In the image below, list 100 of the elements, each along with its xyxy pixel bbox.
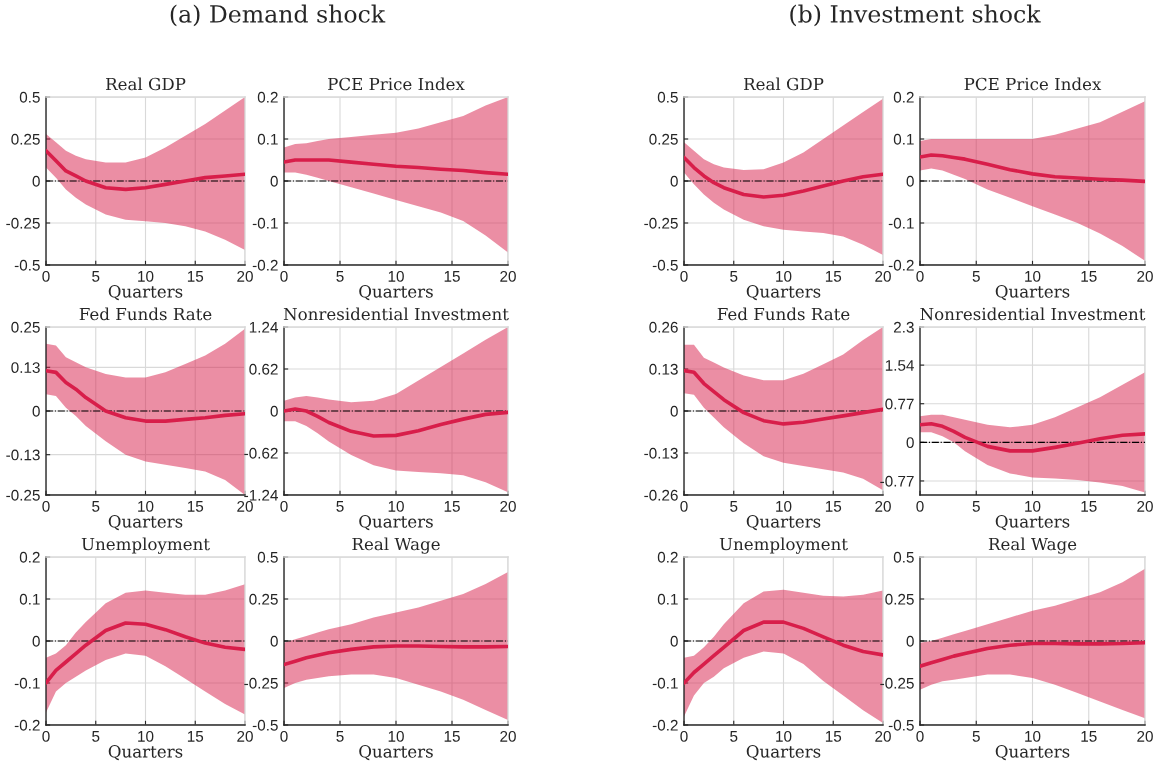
y-tick-label: 0.5 [657, 91, 678, 103]
x-tick-label: 15 [187, 731, 204, 742]
y-tick-label: 1.24 [249, 321, 278, 333]
x-tick-label: 15 [187, 501, 204, 512]
chart-title: Real Wage [352, 537, 440, 554]
x-tick-label: 0 [42, 500, 50, 512]
chart-subtitle: (a) Demand shock [170, 4, 386, 27]
x-tick-label: 10 [776, 500, 792, 512]
y-tick-label: -0.5 [14, 259, 40, 271]
y-tick-label: 0 [32, 405, 40, 417]
x-tick-label: 5 [972, 501, 980, 512]
y-tick-label: 0 [270, 175, 278, 187]
y-tick-label: -0.2 [888, 259, 914, 271]
x-tick-label: 5 [730, 501, 738, 512]
y-tick-label: 0 [670, 635, 678, 647]
y-tick-label: 0.2 [657, 551, 678, 563]
x-tick-label: 0 [42, 270, 50, 282]
chart-title: Unemployment [719, 537, 848, 554]
y-tick-label: 0.25 [649, 133, 678, 145]
x-tick-label: 20 [1137, 730, 1153, 742]
x-tick-label: 0 [280, 500, 288, 512]
y-tick-label: -0.1 [14, 677, 40, 689]
x-tick-label: 20 [237, 270, 253, 282]
x-tick-label: 5 [730, 731, 738, 742]
y-tick-label: -0.25 [6, 217, 40, 229]
x-axis-title: Quarters [746, 285, 821, 301]
x-tick-label: 15 [825, 731, 842, 742]
x-tick-label: 5 [972, 271, 980, 282]
x-tick-label: 10 [1025, 270, 1041, 282]
x-tick-label: 5 [336, 501, 344, 512]
y-tick-label: 0.25 [885, 593, 914, 605]
x-tick-label: 20 [875, 730, 891, 742]
y-tick-label: 0.1 [19, 593, 40, 605]
y-tick-label: -0.13 [644, 447, 678, 459]
x-axis-title: Quarters [359, 745, 433, 761]
y-tick-label: 0 [906, 175, 914, 187]
x-tick-label: 5 [336, 731, 344, 742]
y-tick-label: 0.77 [885, 398, 914, 410]
y-tick-label: -0.25 [880, 677, 914, 689]
y-tick-label: 0.13 [11, 362, 40, 374]
x-axis-title: Quarters [995, 515, 1070, 531]
x-tick-label: 0 [280, 270, 288, 282]
x-tick-label: 20 [500, 500, 516, 512]
y-tick-label: -0.5 [888, 719, 914, 731]
y-tick-label: -0.2 [252, 259, 278, 271]
x-axis-title: Quarters [108, 745, 183, 761]
chart-title: Nonresidential Investment [920, 307, 1146, 321]
y-tick-label: 0.5 [893, 551, 914, 563]
y-tick-label: 0.5 [19, 91, 40, 103]
chart-title: Real GDP [743, 77, 824, 91]
y-tick-label: 0 [670, 405, 678, 417]
x-tick-label: 5 [730, 271, 738, 282]
y-tick-label: 0 [270, 635, 278, 647]
y-tick-label: -0.62 [244, 447, 278, 459]
y-tick-label: 1.54 [885, 360, 914, 371]
x-axis-title: Quarters [746, 745, 821, 761]
x-tick-label: 0 [916, 270, 924, 282]
y-tick-label: 0 [32, 635, 40, 647]
y-tick-label: -0.1 [652, 677, 678, 689]
x-tick-label: 15 [187, 271, 204, 282]
x-axis-title: Quarters [995, 745, 1070, 761]
y-tick-label: -0.25 [6, 489, 40, 501]
y-tick-label: 0 [670, 175, 678, 187]
y-tick-label: -0.2 [652, 719, 678, 731]
y-tick-label: -0.1 [888, 217, 914, 229]
chart-subtitle: (b) Investment shock [790, 4, 1041, 27]
x-tick-label: 20 [875, 500, 891, 512]
x-axis-title: Quarters [359, 285, 433, 301]
y-tick-label: -0.26 [644, 489, 678, 501]
x-tick-label: 20 [1137, 500, 1153, 512]
x-tick-label: 15 [444, 271, 460, 282]
x-tick-label: 15 [444, 501, 460, 512]
y-tick-label: 0.2 [19, 551, 40, 563]
y-tick-label: 0.26 [649, 321, 678, 333]
y-tick-label: -0.5 [652, 259, 678, 271]
x-axis-title: Quarters [995, 285, 1070, 301]
y-tick-label: 0.25 [11, 133, 40, 145]
chart-title: Fed Funds Rate [79, 307, 212, 321]
y-tick-label: 2.3 [893, 321, 914, 333]
x-tick-label: 5 [92, 271, 100, 282]
chart-title: Fed Funds Rate [717, 307, 850, 321]
x-axis-title: Quarters [108, 515, 183, 531]
x-tick-label: 10 [1025, 730, 1041, 742]
y-tick-label: 0.25 [249, 593, 278, 605]
x-tick-label: 20 [1137, 270, 1153, 282]
x-tick-label: 0 [280, 730, 288, 742]
x-tick-label: 0 [680, 730, 688, 742]
x-tick-label: 20 [237, 730, 253, 742]
x-tick-label: 20 [500, 730, 516, 742]
x-tick-label: 10 [388, 270, 404, 282]
y-tick-label: 0.1 [257, 133, 278, 145]
x-tick-label: 5 [92, 731, 100, 742]
x-tick-label: 0 [916, 500, 924, 512]
x-tick-label: 5 [972, 731, 980, 742]
y-tick-label: 0.1 [893, 133, 914, 145]
x-tick-label: 15 [1081, 271, 1097, 282]
x-tick-label: 20 [237, 500, 253, 512]
x-tick-label: 10 [138, 270, 154, 282]
y-tick-label: 0.25 [11, 321, 40, 333]
chart-title: Unemployment [81, 537, 210, 554]
